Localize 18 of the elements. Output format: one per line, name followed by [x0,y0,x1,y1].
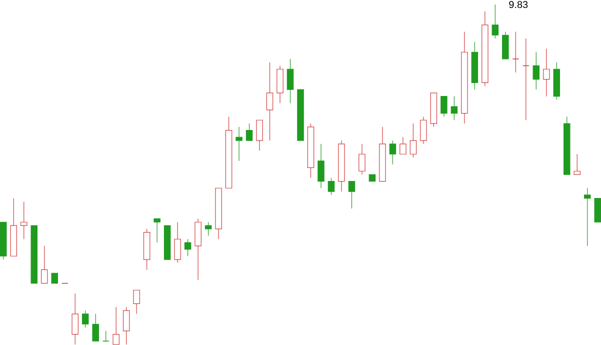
annotation: 9.83 [509,1,528,8]
candlestick [420,116,427,144]
candlestick [532,52,540,90]
candlestick [482,11,488,86]
candlestick [286,58,294,104]
candlestick [194,218,202,280]
candlestick [266,62,274,141]
candlestick [338,140,345,192]
candlestick [174,222,181,264]
candlestick [318,144,324,189]
candlestick [543,48,550,97]
candlestick [358,144,366,175]
candlestick [512,32,520,73]
candlestick [72,293,78,345]
candlestick [20,202,28,240]
candlestick [461,32,468,124]
candlestick [276,66,284,104]
candlestick [236,126,242,162]
